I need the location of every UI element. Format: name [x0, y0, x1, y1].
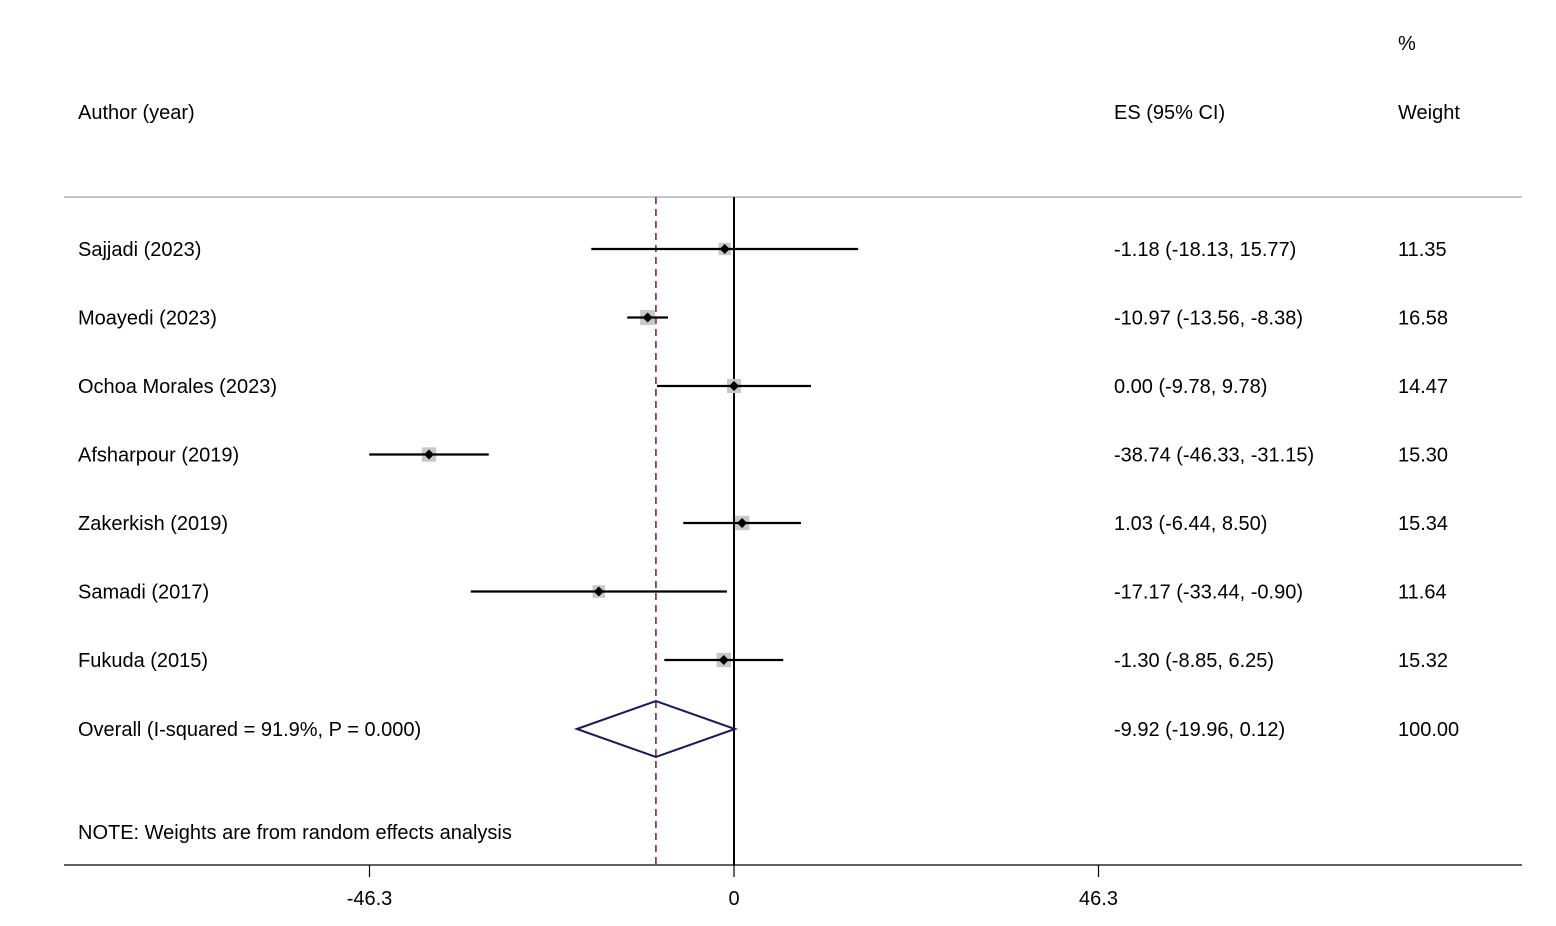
- overall-es-text: -9.92 (-19.96, 0.12): [1114, 719, 1285, 741]
- es-column-header: ES (95% CI): [1114, 102, 1225, 124]
- study-rows: Sajjadi (2023) -1.18 (-18.13, 15.77) 11.35…: [78, 239, 1448, 672]
- weight-column-header: Weight: [1398, 102, 1460, 124]
- study-es-text: -38.74 (-46.33, -31.15): [1114, 445, 1314, 467]
- note-text: NOTE: Weights are from random effects an…: [78, 822, 512, 844]
- study-es-text: -10.97 (-13.56, -8.38): [1114, 308, 1303, 330]
- overall-label: Overall (I-squared = 91.9%, P = 0.000): [78, 719, 421, 741]
- study-row: Afsharpour (2019) -38.74 (-46.33, -31.15)…: [78, 445, 1448, 467]
- study-weight-text: 15.34: [1398, 513, 1448, 535]
- study-es-text: -1.30 (-8.85, 6.25): [1114, 650, 1274, 672]
- study-row: Sajjadi (2023) -1.18 (-18.13, 15.77) 11.35: [78, 239, 1447, 261]
- point-estimate: [593, 586, 604, 597]
- overall-weight-text: 100.00: [1398, 719, 1459, 741]
- study-weight-text: 11.35: [1398, 239, 1447, 261]
- point-estimate: [718, 655, 729, 665]
- study-row: Fukuda (2015) -1.30 (-8.85, 6.25) 15.32: [78, 650, 1448, 672]
- point-estimate: [424, 449, 435, 460]
- overall-diamond: [573, 699, 738, 759]
- study-row: Moayedi (2023) -10.97 (-13.56, -8.38) 16.5…: [78, 308, 1448, 330]
- point-estimate: [737, 518, 748, 528]
- study-row: Samadi (2017) -17.17 (-33.44, -0.90) 11.64: [78, 582, 1447, 604]
- x-axis-ticks: -46.3 0 46.3: [347, 865, 1118, 910]
- study-label: Fukuda (2015): [78, 650, 208, 672]
- x-tick-label: 0: [728, 888, 739, 910]
- study-weight-text: 11.64: [1398, 582, 1447, 604]
- study-label: Afsharpour (2019): [78, 445, 239, 467]
- study-label: Samadi (2017): [78, 582, 209, 604]
- study-label: Sajjadi (2023): [78, 239, 201, 261]
- study-es-text: -1.18 (-18.13, 15.77): [1114, 239, 1296, 261]
- study-es-text: 1.03 (-6.44, 8.50): [1114, 513, 1267, 535]
- study-weight-text: 15.32: [1398, 650, 1448, 672]
- study-row: Zakerkish (2019) 1.03 (-6.44, 8.50) 15.34: [78, 513, 1448, 535]
- study-column-header: Author (year): [78, 102, 195, 124]
- study-label: Ochoa Morales (2023): [78, 376, 277, 398]
- point-estimate: [719, 244, 730, 254]
- study-label: Moayedi (2023): [78, 308, 217, 330]
- study-weight-text: 15.30: [1398, 445, 1448, 467]
- study-weight-text: 16.58: [1398, 308, 1448, 330]
- weight-percent-header: %: [1398, 33, 1416, 55]
- point-estimate: [642, 312, 653, 323]
- study-weight-text: 14.47: [1398, 376, 1448, 398]
- study-es-text: -17.17 (-33.44, -0.90): [1114, 582, 1303, 604]
- point-estimate: [729, 381, 739, 391]
- study-label: Zakerkish (2019): [78, 513, 228, 535]
- study-es-text: 0.00 (-9.78, 9.78): [1114, 376, 1267, 398]
- x-tick-label: 46.3: [1079, 888, 1118, 910]
- study-row: Ochoa Morales (2023) 0.00 (-9.78, 9.78) 14…: [78, 376, 1448, 398]
- x-tick-label: -46.3: [347, 888, 393, 910]
